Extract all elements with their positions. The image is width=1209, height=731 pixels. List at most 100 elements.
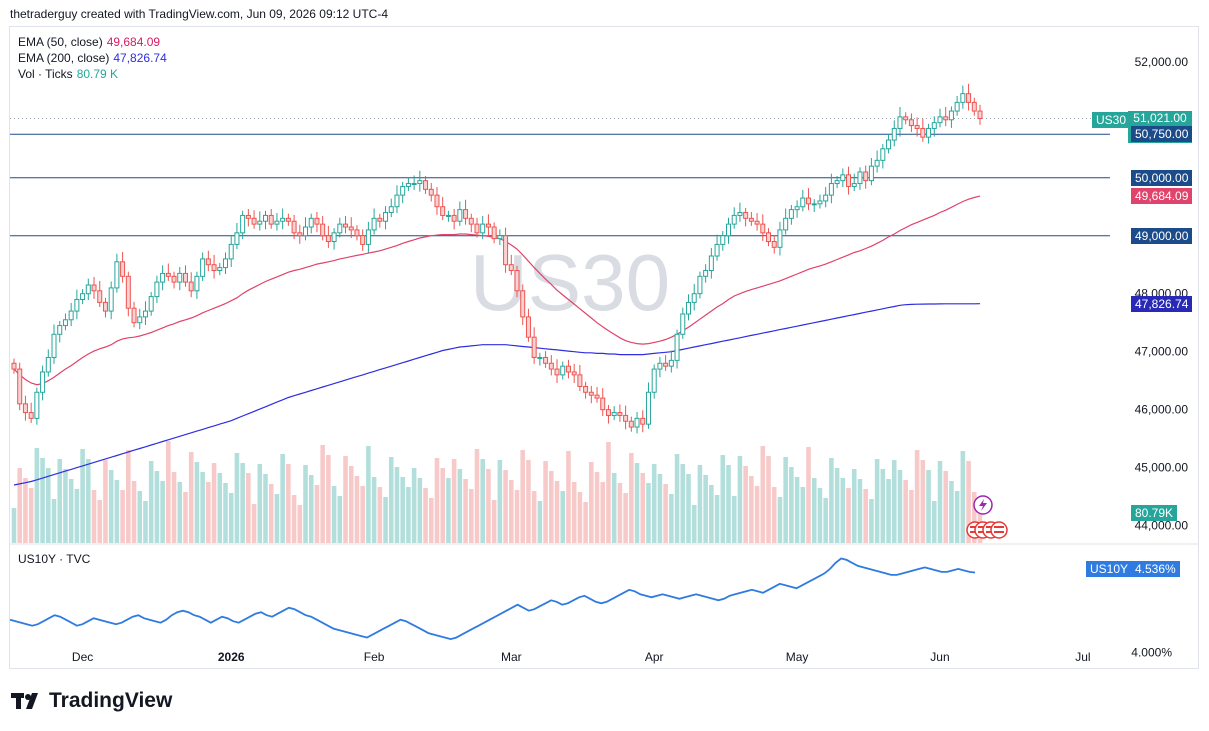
volume-bar [451,459,457,543]
volume-bar [154,471,160,543]
candle-body [720,235,726,245]
candle-body [840,174,846,182]
candle-body [377,217,383,222]
volume-bar [691,505,697,543]
volume-bar [566,451,571,543]
level-price-tag[interactable]: 50,000.00 [1131,169,1193,186]
volume-bar [554,481,560,543]
volume-bar [897,470,903,543]
volume-bar [280,454,285,543]
candle-body [571,371,577,376]
current-price: 51,021.00 [1133,111,1187,125]
ema50-price-tag[interactable]: 49,684.09 [1131,188,1193,205]
x-tick-label: Jun [930,650,949,664]
candle-body [451,214,457,222]
volume-bar [40,458,45,543]
volume-bar [411,468,417,543]
candle-body [766,232,772,243]
volume-bar [954,491,960,543]
y-tick-label: 52,000.00 [1135,55,1189,69]
volume-bar [640,473,646,543]
candle-body [160,272,166,283]
x-tick-label: Apr [645,650,664,664]
candle-body [445,214,451,217]
candle-body [691,293,697,303]
volume-bar [263,474,268,543]
volume-bar [811,478,817,543]
volume-bar [600,482,606,543]
volume-bar [491,500,497,543]
volume-bar [634,463,640,543]
x-tick-label: May [786,650,809,664]
candle-body [806,197,812,205]
legend-row[interactable]: Vol · Ticks 80.79 K [18,66,167,82]
x-tick-label: Mar [501,650,522,664]
volume-bar [177,482,183,543]
candle-body [834,180,840,185]
us10y-symbol-tag[interactable]: US10Y [1086,561,1133,577]
level-price-tag[interactable]: 49,000.00 [1131,227,1193,244]
volume-bar [509,480,514,543]
volume-bar [91,490,97,543]
candle-body [611,412,617,416]
chart-frame[interactable] [9,26,1199,669]
volume-bar [377,487,383,543]
candle-body [245,214,251,219]
volume-bar [766,456,771,543]
candle-body [182,272,188,283]
chart-header: thetraderguy created with TradingView.co… [10,7,388,21]
volume-bar [166,441,171,543]
candle-body [171,275,177,283]
legend-row[interactable]: EMA (50, close) 49,684.09 [18,34,167,50]
indicator-legend[interactable]: EMA (50, close) 49,684.09 EMA (200, close)… [18,34,167,82]
flag-stripe-icon [994,526,1004,528]
candle-body [886,139,892,150]
volume-bar [68,479,74,543]
volume-bar [97,500,103,543]
candle-body [600,397,606,411]
volume-bar [543,461,548,543]
candle-body [897,116,903,129]
candle-body [263,214,269,222]
volume-bar [497,460,503,543]
volume-bar [400,477,405,543]
legend-value: 47,826.74 [113,51,167,65]
volume-bar [680,464,686,543]
volume-bar [840,478,846,543]
volume-bar [663,484,668,543]
volume-bar [777,497,783,543]
volume-bar [606,442,611,543]
level-price-tag[interactable]: 50,750.00 [1131,126,1193,143]
volume-bar [463,479,468,543]
volume-bar [80,449,85,543]
candle-body [165,272,171,277]
lower-pane-label[interactable]: US10Y · TVC [18,551,90,567]
candle-body [788,209,794,219]
volume-bar [51,499,57,543]
candle-body [737,212,743,216]
volume-bar [46,468,51,543]
legend-row[interactable]: EMA (200, close) 47,826.74 [18,50,167,66]
volume-tag[interactable]: 80.79K [1131,505,1178,521]
candle-body [211,264,217,272]
volume-bar [749,476,754,543]
tradingview-logo[interactable]: TradingView [11,689,172,713]
volume-bar [857,479,863,543]
ema200-price-tag[interactable]: 47,826.74 [1131,295,1193,312]
volume-bar [629,453,634,543]
candle-body [668,359,674,367]
candle-body [177,272,183,283]
candle-body [200,258,206,277]
symbol-tag[interactable]: US30 [1092,112,1131,128]
candle-body [857,171,863,185]
candle-body [337,223,343,234]
volume-bar [366,446,371,543]
volume-bar [28,488,34,543]
candle-body [520,290,526,318]
y-tick-label: 47,000.00 [1135,345,1189,359]
us10y-value-tag[interactable]: 4.536% [1131,561,1180,577]
volume-bar [257,464,263,543]
volume-bar [709,485,714,543]
candle-body [748,217,754,222]
